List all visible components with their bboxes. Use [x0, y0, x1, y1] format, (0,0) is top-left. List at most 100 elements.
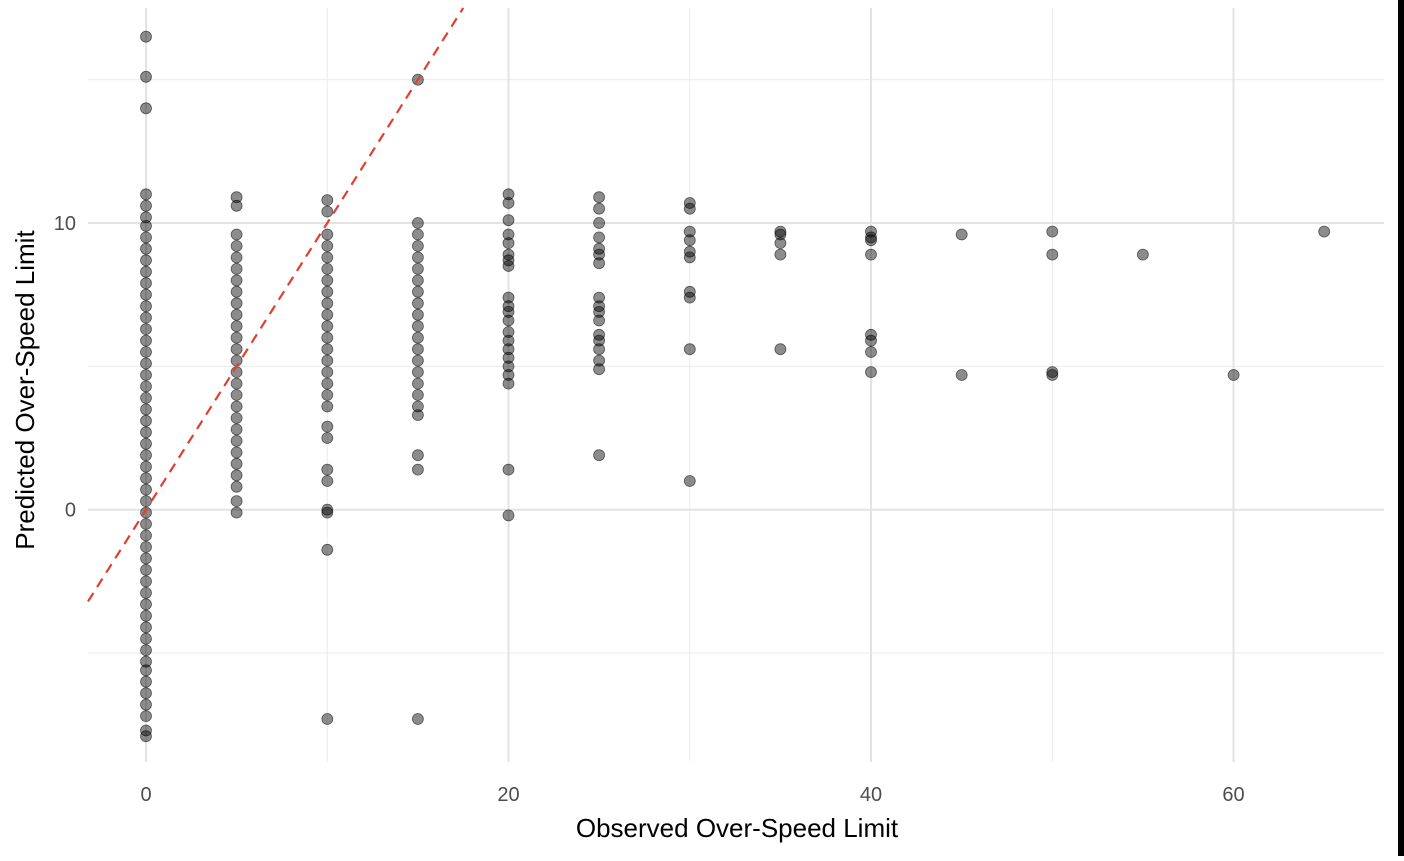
- data-point: [502, 509, 515, 522]
- grid-lines: [88, 8, 1384, 762]
- data-point: [230, 400, 243, 413]
- data-point: [230, 199, 243, 212]
- data-point: [411, 400, 424, 413]
- data-point: [502, 377, 515, 390]
- data-point: [593, 343, 605, 356]
- data-point: [683, 234, 696, 247]
- data-point: [593, 314, 605, 327]
- data-point: [774, 237, 787, 250]
- data-point: [140, 102, 152, 115]
- data-point: [140, 575, 152, 588]
- data-point: [140, 644, 152, 657]
- data-point: [140, 698, 152, 711]
- y-axis-title: Predicted Over-Speed Limit: [10, 230, 40, 550]
- data-point: [321, 331, 334, 344]
- data-point: [321, 389, 334, 401]
- data-point: [140, 311, 152, 324]
- data-point: [502, 188, 515, 201]
- data-point: [1227, 369, 1240, 381]
- data-point: [411, 343, 424, 356]
- data-point: [321, 503, 334, 516]
- data-point: [321, 262, 334, 275]
- data-point: [140, 483, 152, 496]
- data-point: [321, 420, 334, 433]
- data-point: [140, 460, 152, 473]
- data-point: [230, 191, 243, 204]
- data-point: [593, 291, 605, 304]
- data-point: [230, 251, 243, 264]
- data-point: [140, 495, 152, 508]
- data-point: [774, 228, 787, 241]
- data-point: [230, 285, 243, 298]
- data-point: [230, 412, 243, 424]
- data-point: [140, 437, 152, 450]
- x-tick-label: 20: [497, 784, 519, 806]
- data-point: [140, 346, 152, 358]
- data-point: [683, 291, 696, 304]
- data-point: [411, 713, 424, 725]
- data-point: [230, 480, 243, 493]
- data-point: [502, 463, 515, 476]
- data-point: [593, 449, 605, 462]
- data-point: [230, 297, 243, 310]
- data-point: [140, 288, 152, 301]
- data-point: [774, 225, 787, 238]
- data-point: [593, 305, 605, 318]
- data-point: [502, 360, 515, 373]
- data-point: [865, 248, 877, 261]
- data-point: [321, 713, 334, 725]
- data-point: [683, 202, 696, 215]
- data-point: [140, 30, 152, 43]
- data-point: [321, 297, 334, 310]
- data-point: [140, 426, 152, 439]
- data-point: [1046, 366, 1059, 379]
- data-point: [230, 274, 243, 287]
- data-point: [321, 285, 334, 298]
- data-point: [140, 587, 152, 599]
- data-point: [865, 366, 877, 379]
- data-point: [140, 598, 152, 611]
- data-point: [321, 343, 334, 356]
- data-point: [593, 202, 605, 215]
- data-point: [230, 262, 243, 275]
- data-point: [502, 197, 515, 209]
- data-point: [321, 475, 334, 487]
- data-point: [411, 240, 424, 252]
- data-point: [411, 320, 424, 333]
- data-point: [321, 274, 334, 287]
- data-point: [230, 331, 243, 344]
- x-tick-label: 40: [860, 784, 882, 806]
- data-point: [502, 214, 515, 227]
- data-point: [865, 234, 877, 247]
- data-point: [140, 564, 152, 576]
- data-point: [230, 446, 243, 459]
- data-point: [411, 366, 424, 379]
- data-point: [411, 217, 424, 229]
- data-point: [593, 334, 605, 347]
- data-point: [502, 326, 515, 338]
- data-point: [230, 495, 243, 508]
- data-point: [683, 475, 696, 487]
- data-point: [230, 228, 243, 241]
- data-point: [321, 377, 334, 390]
- data-point: [411, 377, 424, 390]
- data-point: [140, 265, 152, 278]
- data-point: [321, 543, 334, 556]
- data-point: [321, 432, 334, 444]
- data-point: [140, 609, 152, 622]
- data-point: [411, 331, 424, 344]
- data-point: [593, 257, 605, 270]
- data-point: [593, 231, 605, 244]
- data-point: [593, 363, 605, 376]
- data-point: [411, 251, 424, 264]
- data-point: [140, 687, 152, 700]
- data-point: [140, 300, 152, 313]
- data-point: [140, 231, 152, 244]
- data-point: [865, 334, 877, 347]
- data-point: [865, 346, 877, 358]
- data-point: [411, 228, 424, 241]
- data-point: [502, 334, 515, 347]
- data-point: [502, 291, 515, 304]
